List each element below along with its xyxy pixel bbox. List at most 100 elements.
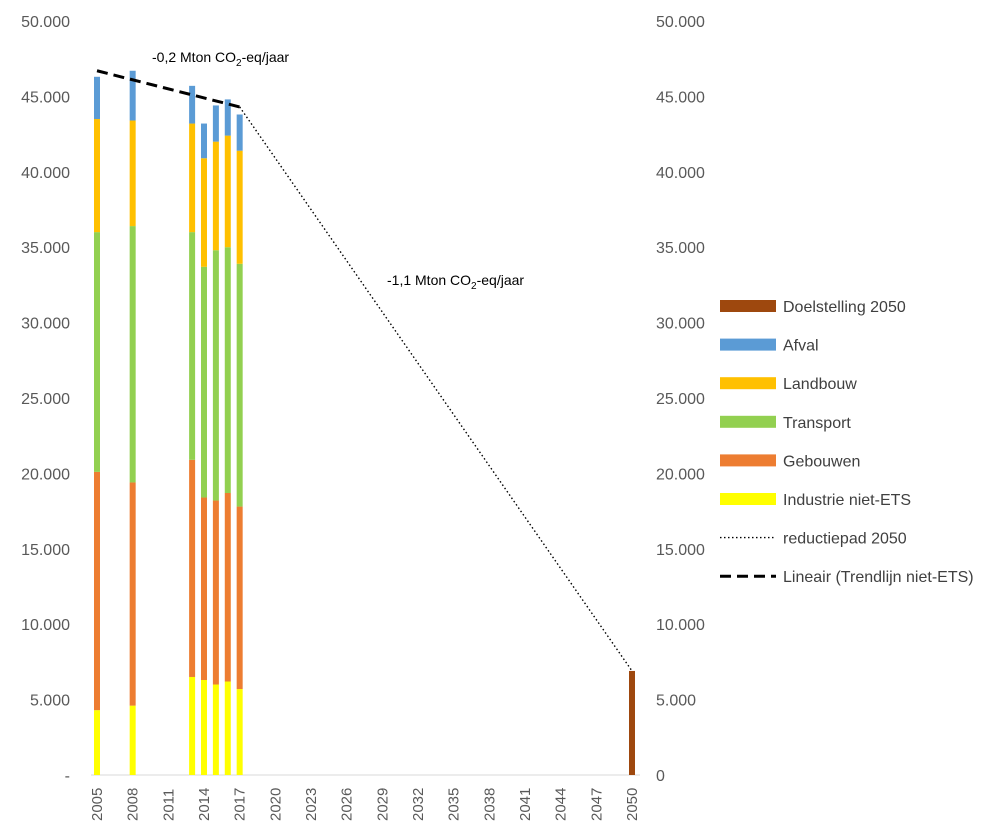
bar-transport-2014 — [201, 266, 207, 498]
legend-swatch-transport — [720, 415, 776, 428]
y-tick-right: 35.000 — [656, 240, 705, 257]
bar-industrie-niet-ets-2008 — [129, 705, 136, 775]
bar-industrie-niet-ets-2014 — [201, 679, 207, 775]
y-tick-right: 30.000 — [656, 316, 705, 333]
bar-gebouwen-2016 — [224, 493, 231, 682]
y-tick-left: 45.000 — [21, 89, 70, 106]
bar-industrie-niet-ets-2017 — [236, 689, 243, 775]
annotation-dotted: -1,1 Mton CO2-eq/jaar — [387, 272, 524, 292]
y-tick-right: 5.000 — [656, 693, 696, 710]
legend-swatch-landbouw — [720, 377, 776, 390]
x-tick: 2029 — [374, 788, 391, 821]
y-tick-left: - — [65, 768, 70, 785]
bar-industrie-niet-ets-2005 — [94, 710, 100, 775]
y-axis-right: 0 5.000 10.000 15.000 20.000 25.000 30.000 35.0… — [656, 14, 705, 785]
x-tick: 2041 — [517, 788, 534, 821]
bar-transport-2008 — [129, 226, 136, 483]
y-tick-left: 35.000 — [21, 240, 70, 257]
y-tick-left: 5.000 — [30, 693, 70, 710]
y-tick-right: 50.000 — [656, 14, 705, 31]
y-tick-left: 10.000 — [21, 617, 70, 634]
x-tick: 2008 — [125, 788, 142, 821]
legend-label-industrie-niet-ets: Industrie niet-ETS — [783, 492, 911, 509]
bar-afval-2017 — [236, 114, 243, 151]
x-tick: 2005 — [89, 788, 106, 821]
bar-gebouwen-2005 — [94, 471, 100, 711]
bar-gebouwen-2014 — [201, 497, 207, 680]
y-tick-right: 15.000 — [656, 542, 705, 559]
x-tick: 2026 — [339, 788, 356, 821]
y-tick-left: 20.000 — [21, 466, 70, 483]
x-tick: 2047 — [588, 788, 605, 821]
x-tick: 2032 — [410, 788, 427, 821]
x-tick: 2017 — [232, 788, 249, 821]
bars — [94, 70, 635, 775]
x-tick: 2035 — [446, 788, 463, 821]
bar-gebouwen-2013 — [189, 459, 196, 677]
bar-afval-2008 — [129, 70, 136, 121]
y-tick-right: 40.000 — [656, 165, 705, 182]
y-tick-right: 0 — [656, 768, 665, 785]
bar-afval-2016 — [224, 99, 231, 136]
bar-landbouw-2008 — [129, 120, 136, 227]
legend-label-landbouw: Landbouw — [783, 376, 857, 393]
x-tick: 2020 — [267, 788, 284, 821]
bar-industrie-niet-ets-2013 — [189, 676, 196, 775]
bar-gebouwen-2017 — [236, 506, 243, 690]
legend-label-afval: Afval — [783, 338, 819, 355]
bar-landbouw-2005 — [94, 119, 100, 233]
legend-swatch-doelstelling-2050 — [720, 300, 776, 312]
y-tick-right: 25.000 — [656, 391, 705, 408]
y-tick-left: 15.000 — [21, 542, 70, 559]
bar-afval-2005 — [94, 76, 100, 120]
y-tick-left: 25.000 — [21, 391, 70, 408]
legend-label-doelstelling-2050: Doelstelling 2050 — [783, 299, 906, 316]
legend: Doelstelling 2050 Afval Landbouw Transport G… — [720, 299, 974, 586]
annotations: -0,2 Mton CO2-eq/jaar -1,1 Mton CO2-eq/ja… — [152, 49, 524, 292]
legend-label-lineair-trendlijn-niet-ets: Lineair (Trendlijn niet-ETS) — [783, 569, 974, 586]
bar-transport-2005 — [94, 232, 100, 472]
bar-landbouw-2014 — [201, 158, 207, 267]
bar-transport-2015 — [212, 250, 219, 501]
bar-industrie-niet-ets-2016 — [224, 681, 231, 775]
bar-landbouw-2015 — [212, 141, 219, 251]
bar-afval-2015 — [212, 105, 219, 142]
bar-transport-2013 — [189, 232, 196, 460]
x-tick: 2050 — [624, 788, 641, 821]
y-tick-right: 10.000 — [656, 617, 705, 634]
x-tick: 2023 — [303, 788, 320, 821]
bar-transport-2017 — [236, 263, 243, 507]
bar-afval-2013 — [189, 85, 196, 124]
bar-industrie-niet-ets-2015 — [212, 684, 219, 775]
bar-landbouw-2016 — [224, 135, 231, 248]
legend-label-gebouwen: Gebouwen — [783, 453, 860, 470]
x-tick: 2014 — [196, 788, 213, 821]
legend-swatch-industrie-niet-ets — [720, 493, 776, 505]
legend-swatch-gebouwen — [720, 454, 776, 467]
x-tick: 2038 — [481, 788, 498, 821]
x-tick: 2044 — [553, 788, 570, 821]
y-tick-left: 40.000 — [21, 165, 70, 182]
trend-lines — [96, 69, 633, 672]
y-tick-left: 50.000 — [21, 14, 70, 31]
bar-landbouw-2017 — [236, 150, 243, 264]
legend-label-reductiepad-2050: reductiepad 2050 — [783, 531, 907, 548]
legend-swatch-afval — [720, 338, 776, 351]
bar-gebouwen-2008 — [129, 482, 136, 706]
legend-label-transport: Transport — [783, 415, 851, 432]
y-tick-right: 45.000 — [656, 89, 705, 106]
y-tick-right: 20.000 — [656, 466, 705, 483]
x-tick: 2011 — [160, 789, 177, 821]
y-axis-left: - 5.000 10.000 15.000 20.000 25.000 30.000 35.0… — [21, 14, 70, 785]
y-tick-left: 30.000 — [21, 316, 70, 333]
bar-afval-2014 — [201, 123, 207, 159]
bar-landbouw-2013 — [189, 123, 196, 233]
x-axis: 2005 2008 2011 2014 2017 2020 2023 2026 2029 2032… — [89, 774, 641, 821]
bar-transport-2016 — [224, 247, 231, 494]
line-lineair-trendlijn-niet-ets — [96, 69, 241, 109]
bar-doelstelling-2050-2050 — [629, 670, 635, 775]
bar-gebouwen-2015 — [212, 500, 219, 685]
annotation-dashed: -0,2 Mton CO2-eq/jaar — [152, 49, 289, 69]
line-reductiepad-2050 — [239, 106, 633, 672]
